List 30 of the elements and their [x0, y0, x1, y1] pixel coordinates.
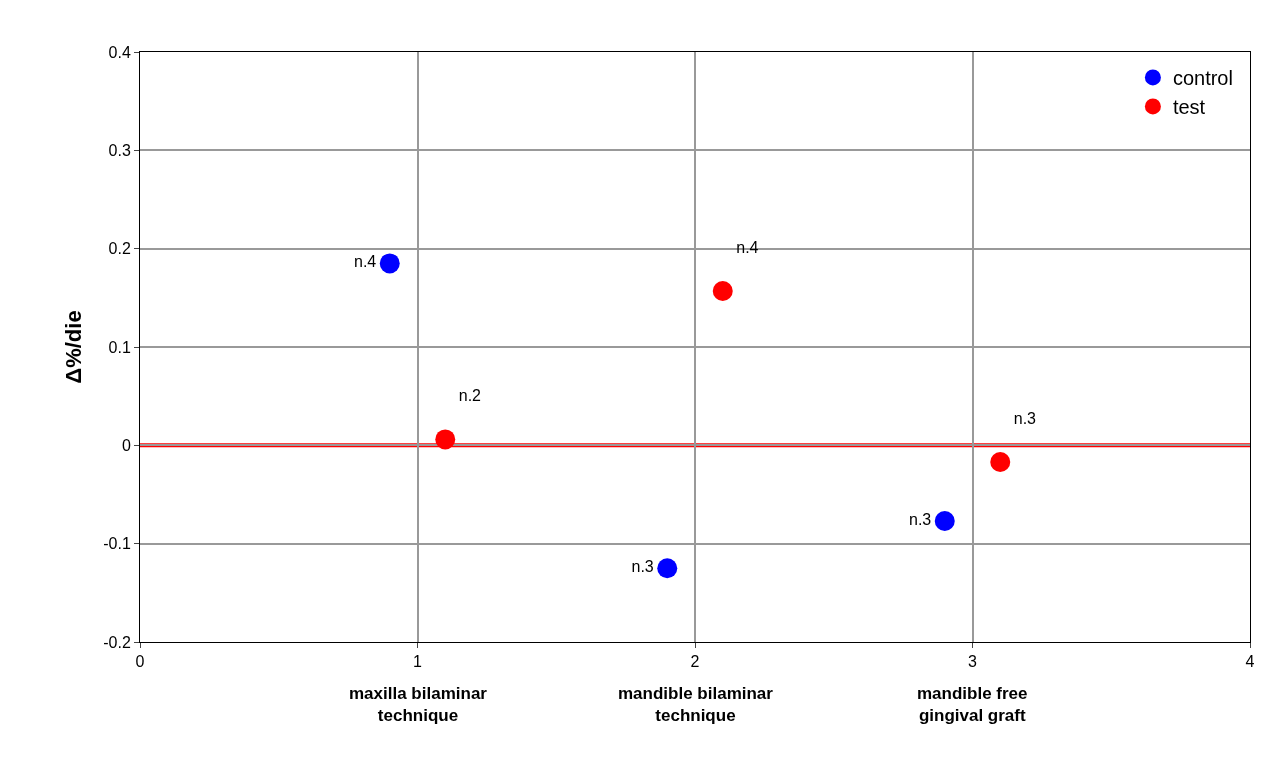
x-tick-label: 4	[1245, 653, 1255, 671]
y-tick-label: 0.4	[108, 43, 131, 61]
point	[379, 253, 400, 274]
text: mandible bilaminar technique	[618, 684, 774, 726]
text: mandible free gingival graft	[917, 684, 1028, 726]
data-label: n.3	[631, 558, 654, 576]
x-tick-label: 0	[135, 653, 145, 671]
point	[990, 452, 1011, 473]
legend-label: control	[1172, 67, 1233, 90]
y-tick-label: 0.1	[108, 338, 131, 356]
y-tick-label: -0.2	[103, 633, 131, 651]
x-tick-label: 1	[413, 653, 423, 671]
point	[934, 511, 955, 532]
data-label: n.4	[736, 238, 759, 256]
point	[657, 558, 678, 579]
point	[712, 280, 733, 301]
y-tick-label: 0.3	[108, 141, 131, 159]
data-label: n.2	[458, 387, 482, 405]
y-axis-title: Δ%/die	[61, 310, 87, 384]
data-label: n.3	[909, 511, 932, 529]
data-label: n.4	[354, 253, 377, 271]
legend-label: test	[1172, 96, 1206, 119]
data-label: n.3	[1013, 409, 1037, 427]
x-tick-label: 2	[690, 653, 700, 671]
point	[435, 429, 456, 450]
y-tick-label: -0.1	[103, 535, 131, 553]
x-tick-label: 3	[968, 653, 978, 671]
y-tick-label: 0	[121, 436, 131, 454]
text: maxilla bilaminar technique	[349, 684, 488, 726]
y-tick-label: 0.2	[108, 240, 131, 258]
